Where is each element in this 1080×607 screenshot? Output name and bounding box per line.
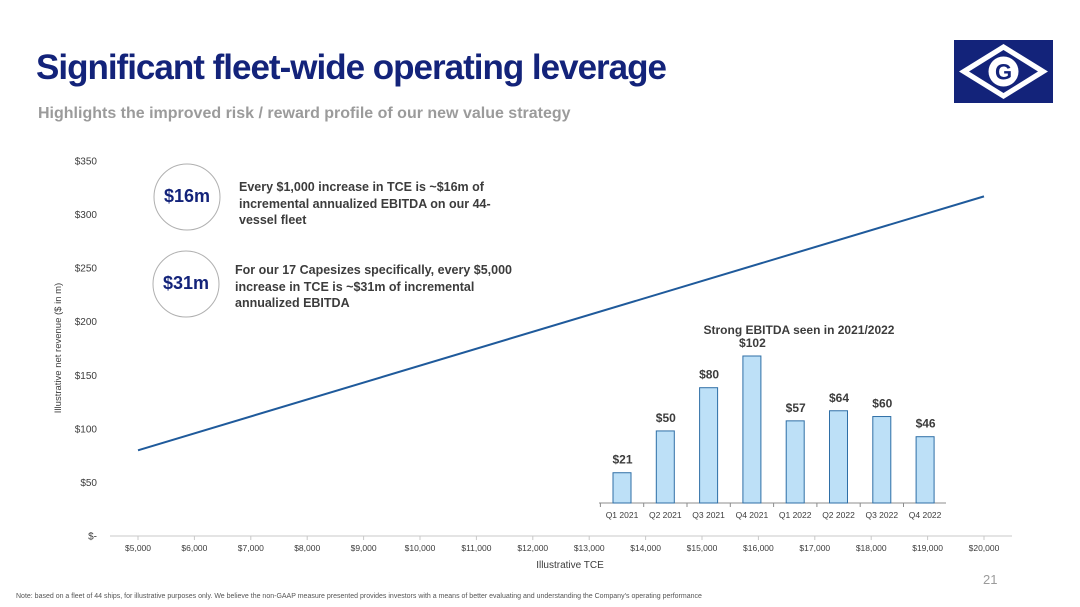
ebitda-bar — [872, 416, 892, 504]
x-tick-label: $18,000 — [856, 543, 887, 553]
bar-category-label: Q2 2022 — [822, 510, 855, 520]
ebitda-bar — [655, 430, 675, 504]
bar-value-label: $80 — [699, 368, 719, 382]
footnote: Note: based on a fleet of 44 ships, for … — [16, 593, 702, 600]
x-tick-label: $12,000 — [517, 543, 548, 553]
ebitda-bar — [785, 420, 805, 504]
bar-value-label: $57 — [786, 401, 806, 415]
bar-category-label: Q4 2022 — [909, 510, 942, 520]
ebitda-bar — [915, 436, 935, 504]
y-tick-label: $150 — [75, 371, 98, 382]
x-tick-label: $20,000 — [969, 543, 1000, 553]
callout-text-2: For our 17 Capesizes specifically, every… — [235, 263, 513, 311]
bar-value-label: $102 — [739, 336, 766, 350]
revenue-line — [137, 195, 985, 452]
bar-category-label: Q3 2021 — [692, 510, 725, 520]
bar-category-label: Q2 2021 — [649, 510, 682, 520]
y-tick-label: $100 — [75, 424, 98, 435]
y-tick-label: $50 — [80, 478, 97, 489]
bar-category-label: Q4 2021 — [736, 510, 769, 520]
page-number: 21 — [983, 572, 998, 587]
callout-value-1: $16m — [163, 186, 211, 206]
ebitda-bar — [742, 355, 762, 504]
x-tick-label: $5,000 — [125, 543, 151, 553]
bar-value-label: $64 — [829, 391, 849, 405]
x-tick-label: $13,000 — [574, 543, 605, 553]
x-tick-label: $16,000 — [743, 543, 774, 553]
y-tick-label: $300 — [75, 210, 98, 221]
y-axis-title: Illustrative net revenue ($ in m) — [53, 283, 64, 413]
x-tick-label: $17,000 — [799, 543, 830, 553]
x-tick-label: $15,000 — [687, 543, 718, 553]
x-axis-title: Illustrative TCE — [536, 560, 604, 571]
bar-chart-title: Strong EBITDA seen in 2021/2022 — [704, 323, 895, 337]
x-tick-label: $6,000 — [181, 543, 207, 553]
ebitda-bar — [699, 387, 719, 504]
x-tick-label: $9,000 — [351, 543, 377, 553]
y-tick-label: $250 — [75, 264, 98, 275]
callout-circle-2 — [152, 250, 220, 318]
x-tick-label: $7,000 — [238, 543, 264, 553]
callout-circle-1 — [153, 163, 221, 231]
bar-category-label: Q1 2022 — [779, 510, 812, 520]
bar-value-label: $60 — [872, 397, 892, 411]
x-tick-label: $14,000 — [630, 543, 661, 553]
y-tick-label: $- — [88, 532, 97, 543]
page-title: Significant fleet-wide operating leverag… — [36, 48, 667, 87]
bar-value-label: $46 — [916, 417, 936, 431]
x-tick-label: $11,000 — [461, 543, 491, 553]
ebitda-bar — [829, 410, 848, 504]
bar-category-label: Q1 2021 — [606, 510, 639, 520]
ebitda-bar-chart: $21 Q1 2021 $50 Q2 2021 $80 Q3 2021 $102 Q4 202… — [599, 323, 946, 520]
x-tick-label: $10,000 — [405, 543, 436, 553]
bar-category-label: Q3 2022 — [865, 510, 898, 520]
tce-line-chart: $5,000 $6,000 $7,000 $8,000 $9,000 $10,000 $11… — [53, 157, 1012, 571]
y-tick-label: $350 — [75, 157, 98, 168]
x-tick-label: $8,000 — [294, 543, 320, 553]
page-subtitle: Highlights the improved risk / reward pr… — [38, 105, 571, 122]
callout-text-1: Every $1,000 increase in TCE is ~$16m of… — [239, 180, 491, 228]
x-tick-label: $19,000 — [912, 543, 943, 553]
callout-value-2: $31m — [162, 273, 210, 293]
y-tick-label: $200 — [75, 317, 98, 328]
logo-letter: G — [995, 60, 1012, 85]
company-logo: G — [954, 40, 1053, 103]
ebitda-bar — [612, 472, 632, 504]
bar-value-label: $50 — [656, 411, 676, 425]
bar-value-label: $21 — [612, 453, 632, 467]
